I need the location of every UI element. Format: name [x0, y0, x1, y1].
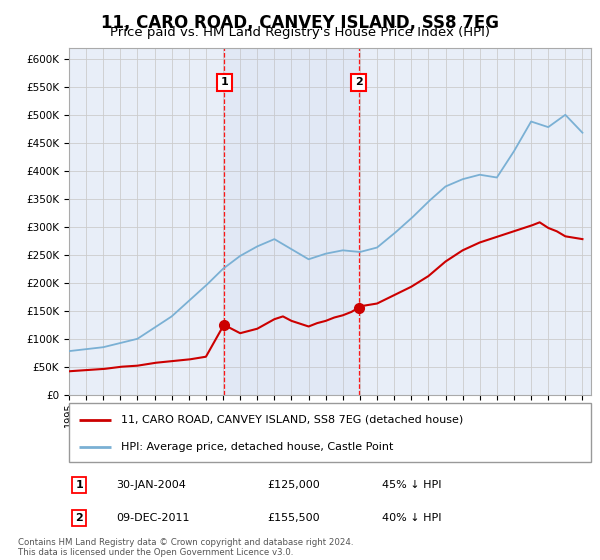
Text: 11, CARO ROAD, CANVEY ISLAND, SS8 7EG: 11, CARO ROAD, CANVEY ISLAND, SS8 7EG	[101, 14, 499, 32]
Text: 45% ↓ HPI: 45% ↓ HPI	[382, 480, 442, 490]
Text: 2: 2	[76, 513, 83, 523]
Text: 30-JAN-2004: 30-JAN-2004	[116, 480, 186, 490]
Text: 1: 1	[221, 77, 228, 87]
Text: 2: 2	[355, 77, 362, 87]
Text: 1: 1	[76, 480, 83, 490]
Text: 40% ↓ HPI: 40% ↓ HPI	[382, 513, 442, 523]
Text: £125,000: £125,000	[268, 480, 320, 490]
Bar	[224, 48, 359, 395]
Text: Contains HM Land Registry data © Crown copyright and database right 2024.
This d: Contains HM Land Registry data © Crown c…	[18, 538, 353, 557]
Text: Price paid vs. HM Land Registry's House Price Index (HPI): Price paid vs. HM Land Registry's House …	[110, 26, 490, 39]
Text: 11, CARO ROAD, CANVEY ISLAND, SS8 7EG (detached house): 11, CARO ROAD, CANVEY ISLAND, SS8 7EG (d…	[121, 414, 463, 424]
Text: £155,500: £155,500	[268, 513, 320, 523]
FancyBboxPatch shape	[69, 403, 591, 462]
Text: 09-DEC-2011: 09-DEC-2011	[116, 513, 190, 523]
Text: HPI: Average price, detached house, Castle Point: HPI: Average price, detached house, Cast…	[121, 442, 394, 452]
